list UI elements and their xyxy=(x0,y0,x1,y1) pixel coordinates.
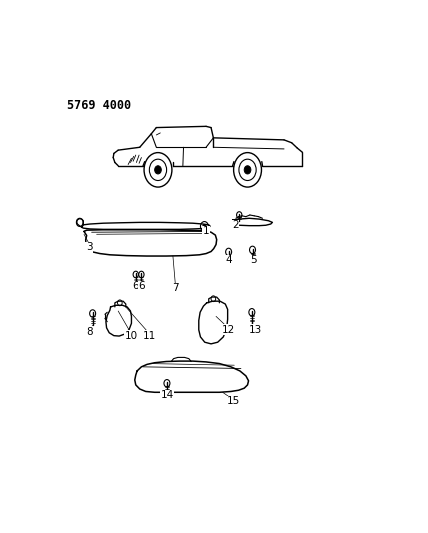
Text: 15: 15 xyxy=(227,397,240,406)
Text: 6: 6 xyxy=(132,281,139,292)
Text: 10: 10 xyxy=(125,330,138,341)
Text: 5769 4000: 5769 4000 xyxy=(67,99,131,112)
Circle shape xyxy=(203,224,206,229)
Text: 14: 14 xyxy=(160,390,174,400)
Text: 5: 5 xyxy=(250,255,256,265)
Text: 3: 3 xyxy=(86,243,92,253)
Text: 11: 11 xyxy=(143,330,156,341)
Circle shape xyxy=(155,166,161,174)
Text: 7: 7 xyxy=(172,284,179,294)
Text: 8: 8 xyxy=(86,327,92,336)
Text: 13: 13 xyxy=(249,325,262,335)
Text: 1: 1 xyxy=(203,227,209,237)
Text: 6: 6 xyxy=(138,281,145,292)
Text: 2: 2 xyxy=(232,220,238,230)
Text: 4: 4 xyxy=(225,255,232,265)
Circle shape xyxy=(244,166,251,174)
Text: 12: 12 xyxy=(222,325,235,335)
